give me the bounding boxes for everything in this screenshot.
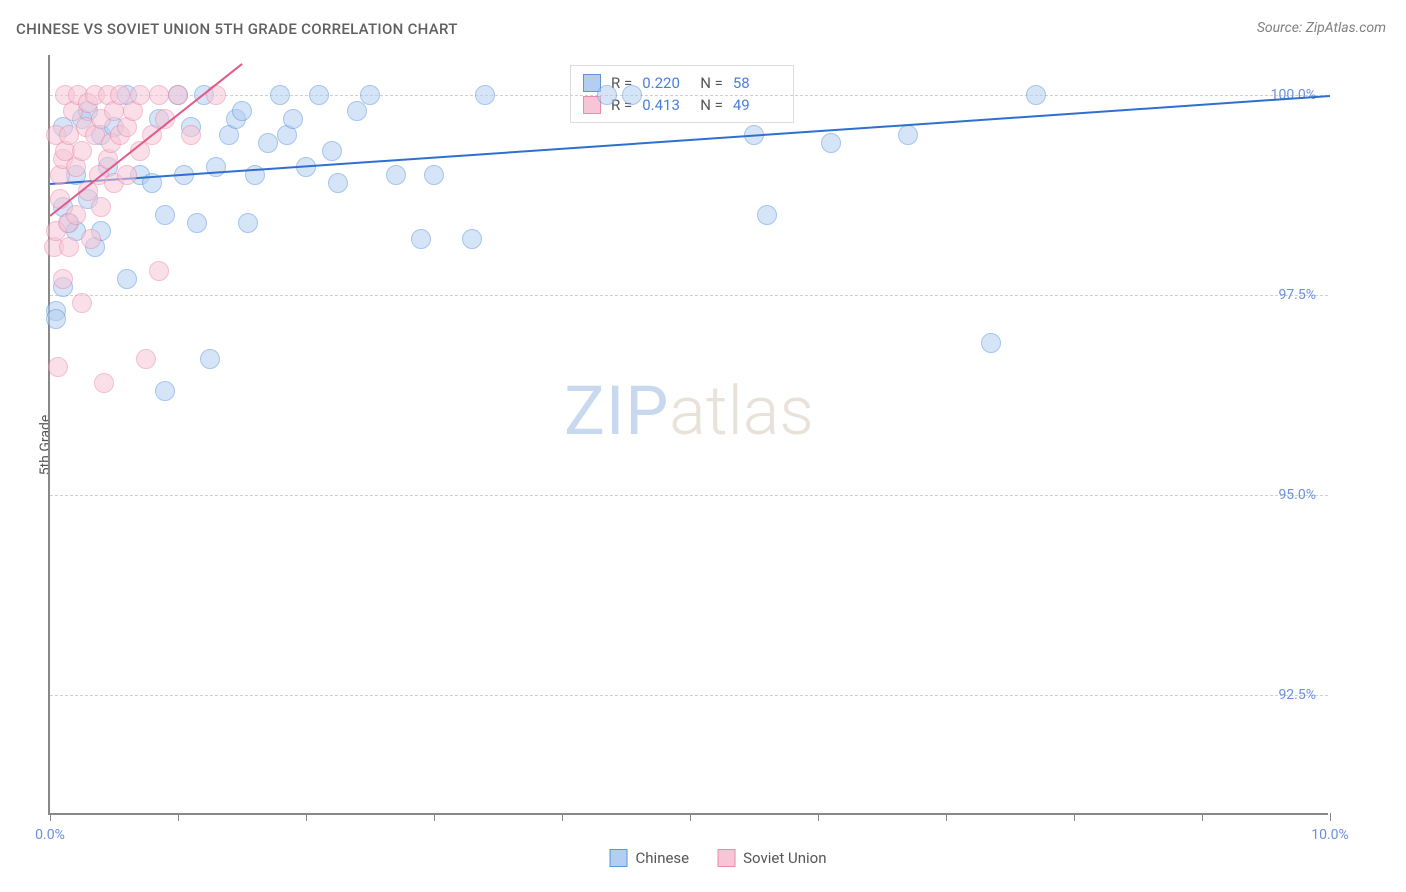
data-point <box>130 85 150 105</box>
data-point <box>46 309 66 329</box>
data-point <box>117 165 137 185</box>
data-point <box>309 85 329 105</box>
data-point <box>53 269 73 289</box>
n-label: N = <box>700 96 723 114</box>
legend-label: Chinese <box>636 849 690 867</box>
data-point <box>898 125 918 145</box>
x-tick <box>1074 813 1075 821</box>
data-point <box>238 213 258 233</box>
r-value: 0.413 <box>642 96 690 114</box>
legend-swatch <box>717 849 735 867</box>
grid-line <box>50 495 1328 496</box>
data-point <box>347 101 367 121</box>
data-point <box>149 261 169 281</box>
data-point <box>94 373 114 393</box>
legend: Chinese Soviet Union <box>610 849 827 867</box>
legend-item: Chinese <box>610 849 690 867</box>
x-tick <box>1202 813 1203 821</box>
x-tick <box>1330 813 1331 821</box>
x-tick <box>178 813 179 821</box>
data-point <box>200 349 220 369</box>
data-point <box>187 213 207 233</box>
data-point <box>81 229 101 249</box>
data-point <box>168 85 188 105</box>
n-value: 49 <box>733 96 781 114</box>
data-point <box>475 85 495 105</box>
x-tick <box>562 813 563 821</box>
n-value: 58 <box>733 74 781 92</box>
data-point <box>411 229 431 249</box>
x-tick <box>306 813 307 821</box>
data-point <box>757 205 777 225</box>
n-label: N = <box>700 74 723 92</box>
grid-line <box>50 95 1328 96</box>
x-tick <box>818 813 819 821</box>
x-tick <box>434 813 435 821</box>
watermark: ZIPatlas <box>564 371 814 451</box>
r-value: 0.220 <box>642 74 690 92</box>
data-point <box>72 293 92 313</box>
data-point <box>462 229 482 249</box>
data-point <box>149 85 169 105</box>
x-tick <box>946 813 947 821</box>
plot-area: ZIPatlas R =0.220N =58R =0.413N =49 92.5… <box>48 55 1328 815</box>
legend-item: Soviet Union <box>717 849 826 867</box>
data-point <box>1026 85 1046 105</box>
data-point <box>821 133 841 153</box>
data-point <box>322 141 342 161</box>
x-tick <box>50 813 51 821</box>
data-point <box>283 109 303 129</box>
data-point <box>66 205 86 225</box>
y-tick-label: 95.0% <box>1278 487 1316 503</box>
y-tick-label: 92.5% <box>1278 687 1316 703</box>
data-point <box>155 205 175 225</box>
legend-swatch <box>610 849 628 867</box>
data-point <box>258 133 278 153</box>
grid-line <box>50 295 1328 296</box>
data-point <box>155 381 175 401</box>
data-point <box>270 85 290 105</box>
grid-line <box>50 695 1328 696</box>
x-tick-label: 10.0% <box>1311 827 1349 843</box>
data-point <box>622 85 642 105</box>
legend-label: Soviet Union <box>743 849 826 867</box>
data-point <box>386 165 406 185</box>
data-point <box>232 101 252 121</box>
data-point <box>117 269 137 289</box>
x-tick-label: 0.0% <box>35 827 65 843</box>
data-point <box>981 333 1001 353</box>
data-point <box>59 237 79 257</box>
data-point <box>181 125 201 145</box>
chart-title: CHINESE VS SOVIET UNION 5TH GRADE CORREL… <box>16 20 458 38</box>
data-point <box>360 85 380 105</box>
data-point <box>48 357 68 377</box>
data-point <box>597 85 617 105</box>
data-point <box>91 197 111 217</box>
watermark-atlas: atlas <box>669 371 814 451</box>
chart-container: 5th Grade ZIPatlas R =0.220N =58R =0.413… <box>48 55 1388 835</box>
y-tick-label: 97.5% <box>1278 287 1316 303</box>
watermark-zip: ZIP <box>564 371 669 451</box>
x-tick <box>690 813 691 821</box>
data-point <box>72 141 92 161</box>
source-attribution: Source: ZipAtlas.com <box>1257 20 1386 36</box>
data-point <box>424 165 444 185</box>
data-point <box>136 349 156 369</box>
data-point <box>328 173 348 193</box>
